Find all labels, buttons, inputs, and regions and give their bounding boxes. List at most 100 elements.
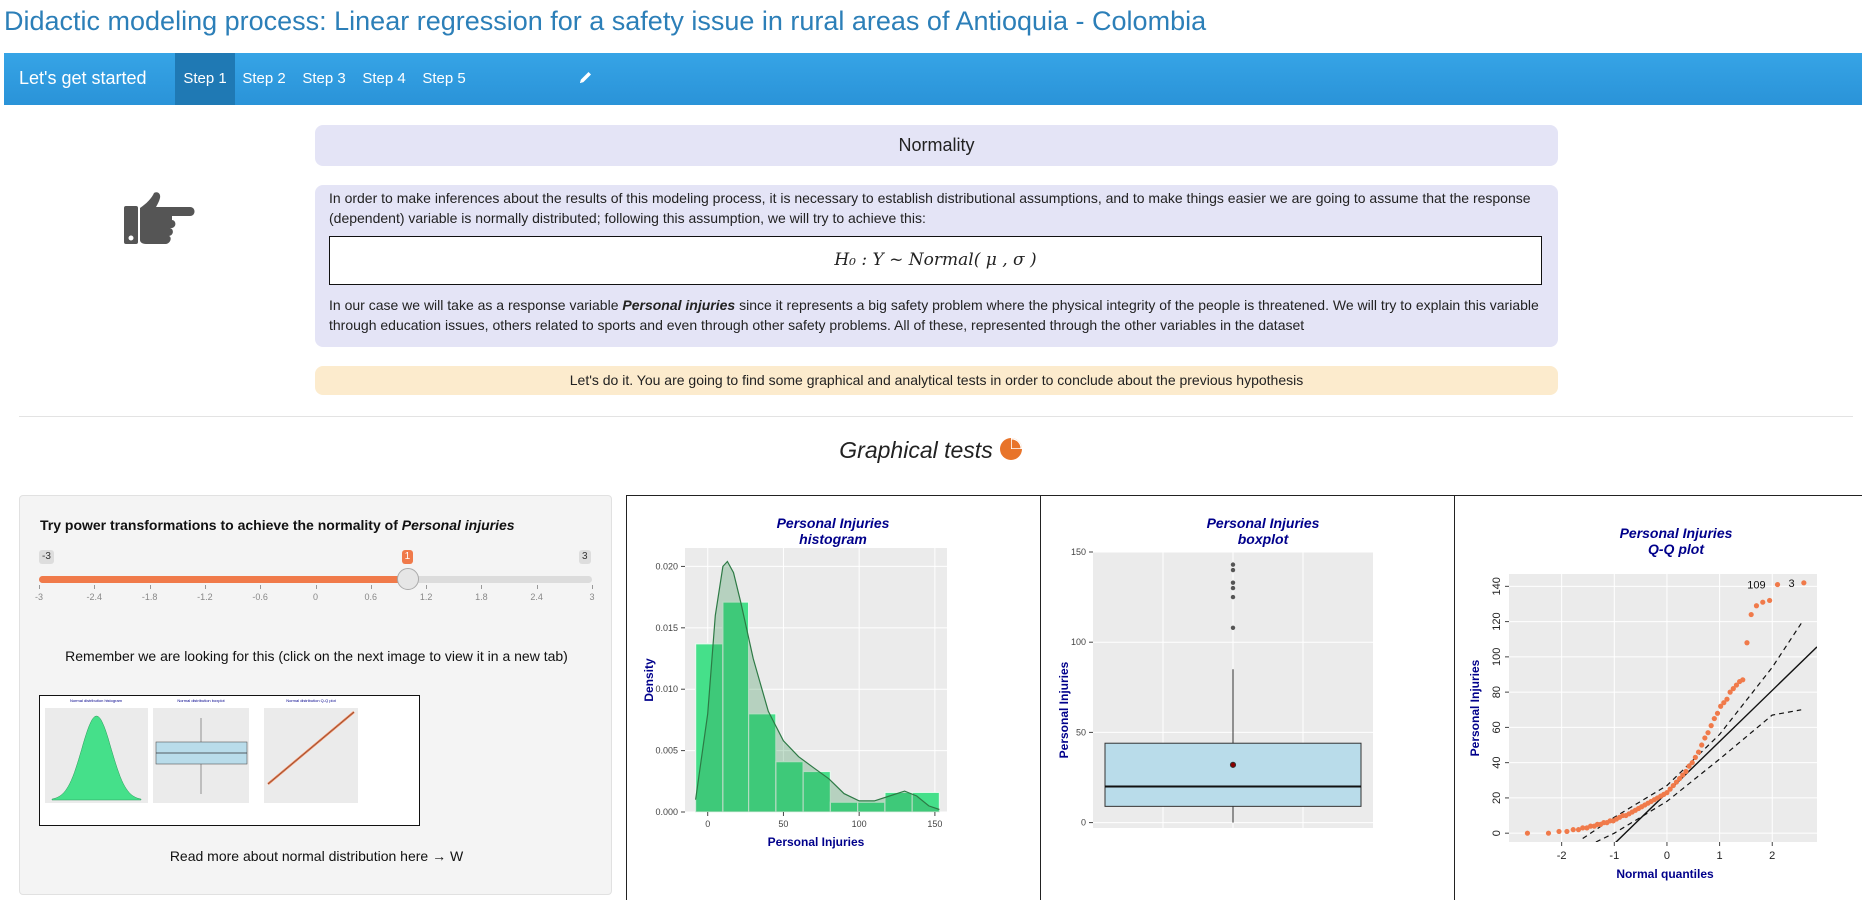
qq-point bbox=[1667, 786, 1673, 792]
qq-point bbox=[1676, 775, 1683, 782]
tab-step-5[interactable]: Step 5 bbox=[422, 70, 466, 87]
chart-title: Personal Injuries bbox=[1207, 515, 1320, 531]
chart-subtitle: boxplot bbox=[1238, 531, 1290, 547]
hypothesis-formula: H₀ : Y ~ Normal( μ , σ ) bbox=[329, 236, 1542, 285]
slider-tick-mark bbox=[149, 585, 151, 589]
qq-point bbox=[1564, 828, 1570, 835]
qq-point bbox=[1575, 827, 1582, 833]
qq-point bbox=[1580, 825, 1586, 831]
qq-point bbox=[1673, 779, 1680, 785]
y-tick-label: 0.005 bbox=[655, 746, 678, 756]
histogram-bar bbox=[748, 713, 777, 813]
qq-point bbox=[1664, 790, 1670, 796]
divider bbox=[19, 416, 1853, 417]
qq-point bbox=[1686, 763, 1692, 769]
slider-value-label: 1 bbox=[401, 550, 414, 564]
hand-pointing-right-icon bbox=[122, 192, 196, 253]
navbar: Let's get started Step 1 Step 2 Step 3 S… bbox=[4, 53, 1862, 105]
histogram-bar bbox=[775, 761, 804, 813]
y-axis-label: Personal Injuries bbox=[1468, 659, 1482, 756]
x-tick-label: 150 bbox=[927, 819, 942, 829]
chart-subtitle: Q-Q plot bbox=[1648, 541, 1705, 557]
plot-area bbox=[1524, 580, 1817, 842]
slider-tick-label: -3 bbox=[34, 592, 44, 602]
y-tick-label: 150 bbox=[1071, 547, 1086, 557]
outlier-point bbox=[1230, 567, 1236, 573]
response-variable: Personal injuries bbox=[622, 297, 736, 313]
x-tick-label: -1 bbox=[1609, 850, 1619, 862]
slider-tick-label: 1.8 bbox=[475, 592, 488, 602]
slider-tick-mark bbox=[536, 585, 538, 589]
qq-point bbox=[1689, 760, 1695, 766]
thumb-title-box: Normal distribution boxplot bbox=[177, 698, 225, 703]
slider-tick-mark bbox=[481, 585, 483, 589]
slider-tick-label: -2.4 bbox=[86, 592, 103, 602]
slider-label-prefix: Try power transformations to achieve the… bbox=[40, 517, 402, 533]
qq-point bbox=[1524, 830, 1531, 836]
remember-text: Remember we are looking for this (click … bbox=[65, 648, 568, 664]
outlier-point bbox=[1230, 585, 1236, 591]
outlier-point bbox=[1230, 562, 1236, 567]
slider-tick-mark bbox=[94, 585, 96, 589]
slider-min-label: -3 bbox=[39, 550, 54, 564]
tab-step-4[interactable]: Step 4 bbox=[362, 70, 406, 87]
slider-tick-label: 0.6 bbox=[364, 592, 378, 602]
slider-tick-label: 1.2 bbox=[419, 592, 433, 602]
qq-point bbox=[1730, 686, 1736, 692]
y-tick-label: 60 bbox=[1491, 721, 1503, 733]
slider-tick-label: -1.2 bbox=[197, 592, 213, 602]
outlier-point bbox=[1230, 625, 1236, 630]
y-axis-label: Personal Injuries bbox=[1057, 661, 1071, 758]
tab-step-1[interactable]: Step 1 bbox=[175, 53, 235, 105]
slider-tick-mark bbox=[592, 585, 593, 589]
power-slider-fill bbox=[39, 576, 408, 583]
page-title: Didactic modeling process: Linear regres… bbox=[4, 6, 1207, 36]
chart-title: Personal Injuries bbox=[777, 515, 890, 531]
tab-step-2[interactable]: Step 2 bbox=[242, 70, 286, 87]
read-more-link[interactable]: Read more about normal distribution here… bbox=[169, 848, 464, 864]
qq-plot-panel: Personal Injuries Q-Q plot 109 3 -2 -1 0 1 2 0 20 4… bbox=[1454, 495, 1862, 900]
slider-tick-mark bbox=[39, 585, 40, 589]
y-tick-label: 20 bbox=[1491, 792, 1503, 804]
y-tick-label: 140 bbox=[1491, 577, 1503, 595]
thumb-title-qq: Normal distribution Q-Q plot bbox=[286, 698, 336, 703]
y-tick-label: 100 bbox=[1071, 637, 1086, 647]
slider-label-variable: Personal injuries bbox=[401, 517, 515, 533]
y-tick-label: 0.020 bbox=[655, 561, 678, 571]
pie-chart-icon bbox=[999, 437, 1023, 467]
x-axis-label: Personal Injuries bbox=[768, 835, 865, 849]
histogram-chart: Personal Injurieshistogram0.0000.0050.01… bbox=[642, 515, 947, 849]
qq-point bbox=[1711, 715, 1717, 722]
histogram-bar bbox=[802, 770, 831, 813]
power-slider-handle[interactable] bbox=[396, 568, 419, 590]
qq-point bbox=[1767, 597, 1773, 604]
histogram-panel: Personal Injuries histogram 0.000 0.005 0.01… bbox=[626, 495, 1041, 900]
y-tick-label: 0 bbox=[1491, 830, 1503, 836]
mean-point bbox=[1229, 761, 1237, 768]
chart-title: Personal Injuries bbox=[1620, 525, 1733, 541]
boxplot-chart: Personal Injuriesboxplot050100150Persona… bbox=[1057, 515, 1373, 828]
density-area bbox=[695, 561, 940, 812]
y-tick-label: 40 bbox=[1491, 757, 1503, 769]
qq-point bbox=[1724, 696, 1730, 702]
qq-point bbox=[1774, 581, 1781, 588]
outlier-point bbox=[1230, 594, 1236, 600]
y-tick-label: 100 bbox=[1491, 648, 1503, 666]
point-label: 109 bbox=[1747, 580, 1765, 592]
qq-point bbox=[1733, 682, 1740, 688]
x-tick-label: 0 bbox=[1664, 850, 1670, 862]
qq-point bbox=[1670, 782, 1676, 789]
case-text-after: since it represents a big safety problem… bbox=[329, 297, 1539, 333]
normal-reference-image[interactable]: Normal distribution histogram Normal dis… bbox=[39, 695, 420, 826]
iqr-box bbox=[1104, 742, 1362, 807]
y-tick-label: 80 bbox=[1491, 686, 1503, 698]
pencil-icon[interactable] bbox=[572, 53, 598, 105]
tab-step-3[interactable]: Step 3 bbox=[302, 70, 346, 87]
power-slider-track[interactable] bbox=[39, 576, 592, 583]
qq-point bbox=[1740, 677, 1746, 683]
slider-tick-label: 2.4 bbox=[530, 592, 543, 602]
density-line bbox=[695, 560, 940, 811]
navbar-brand[interactable]: Let's get started bbox=[19, 68, 147, 88]
qq-point bbox=[1683, 768, 1689, 775]
